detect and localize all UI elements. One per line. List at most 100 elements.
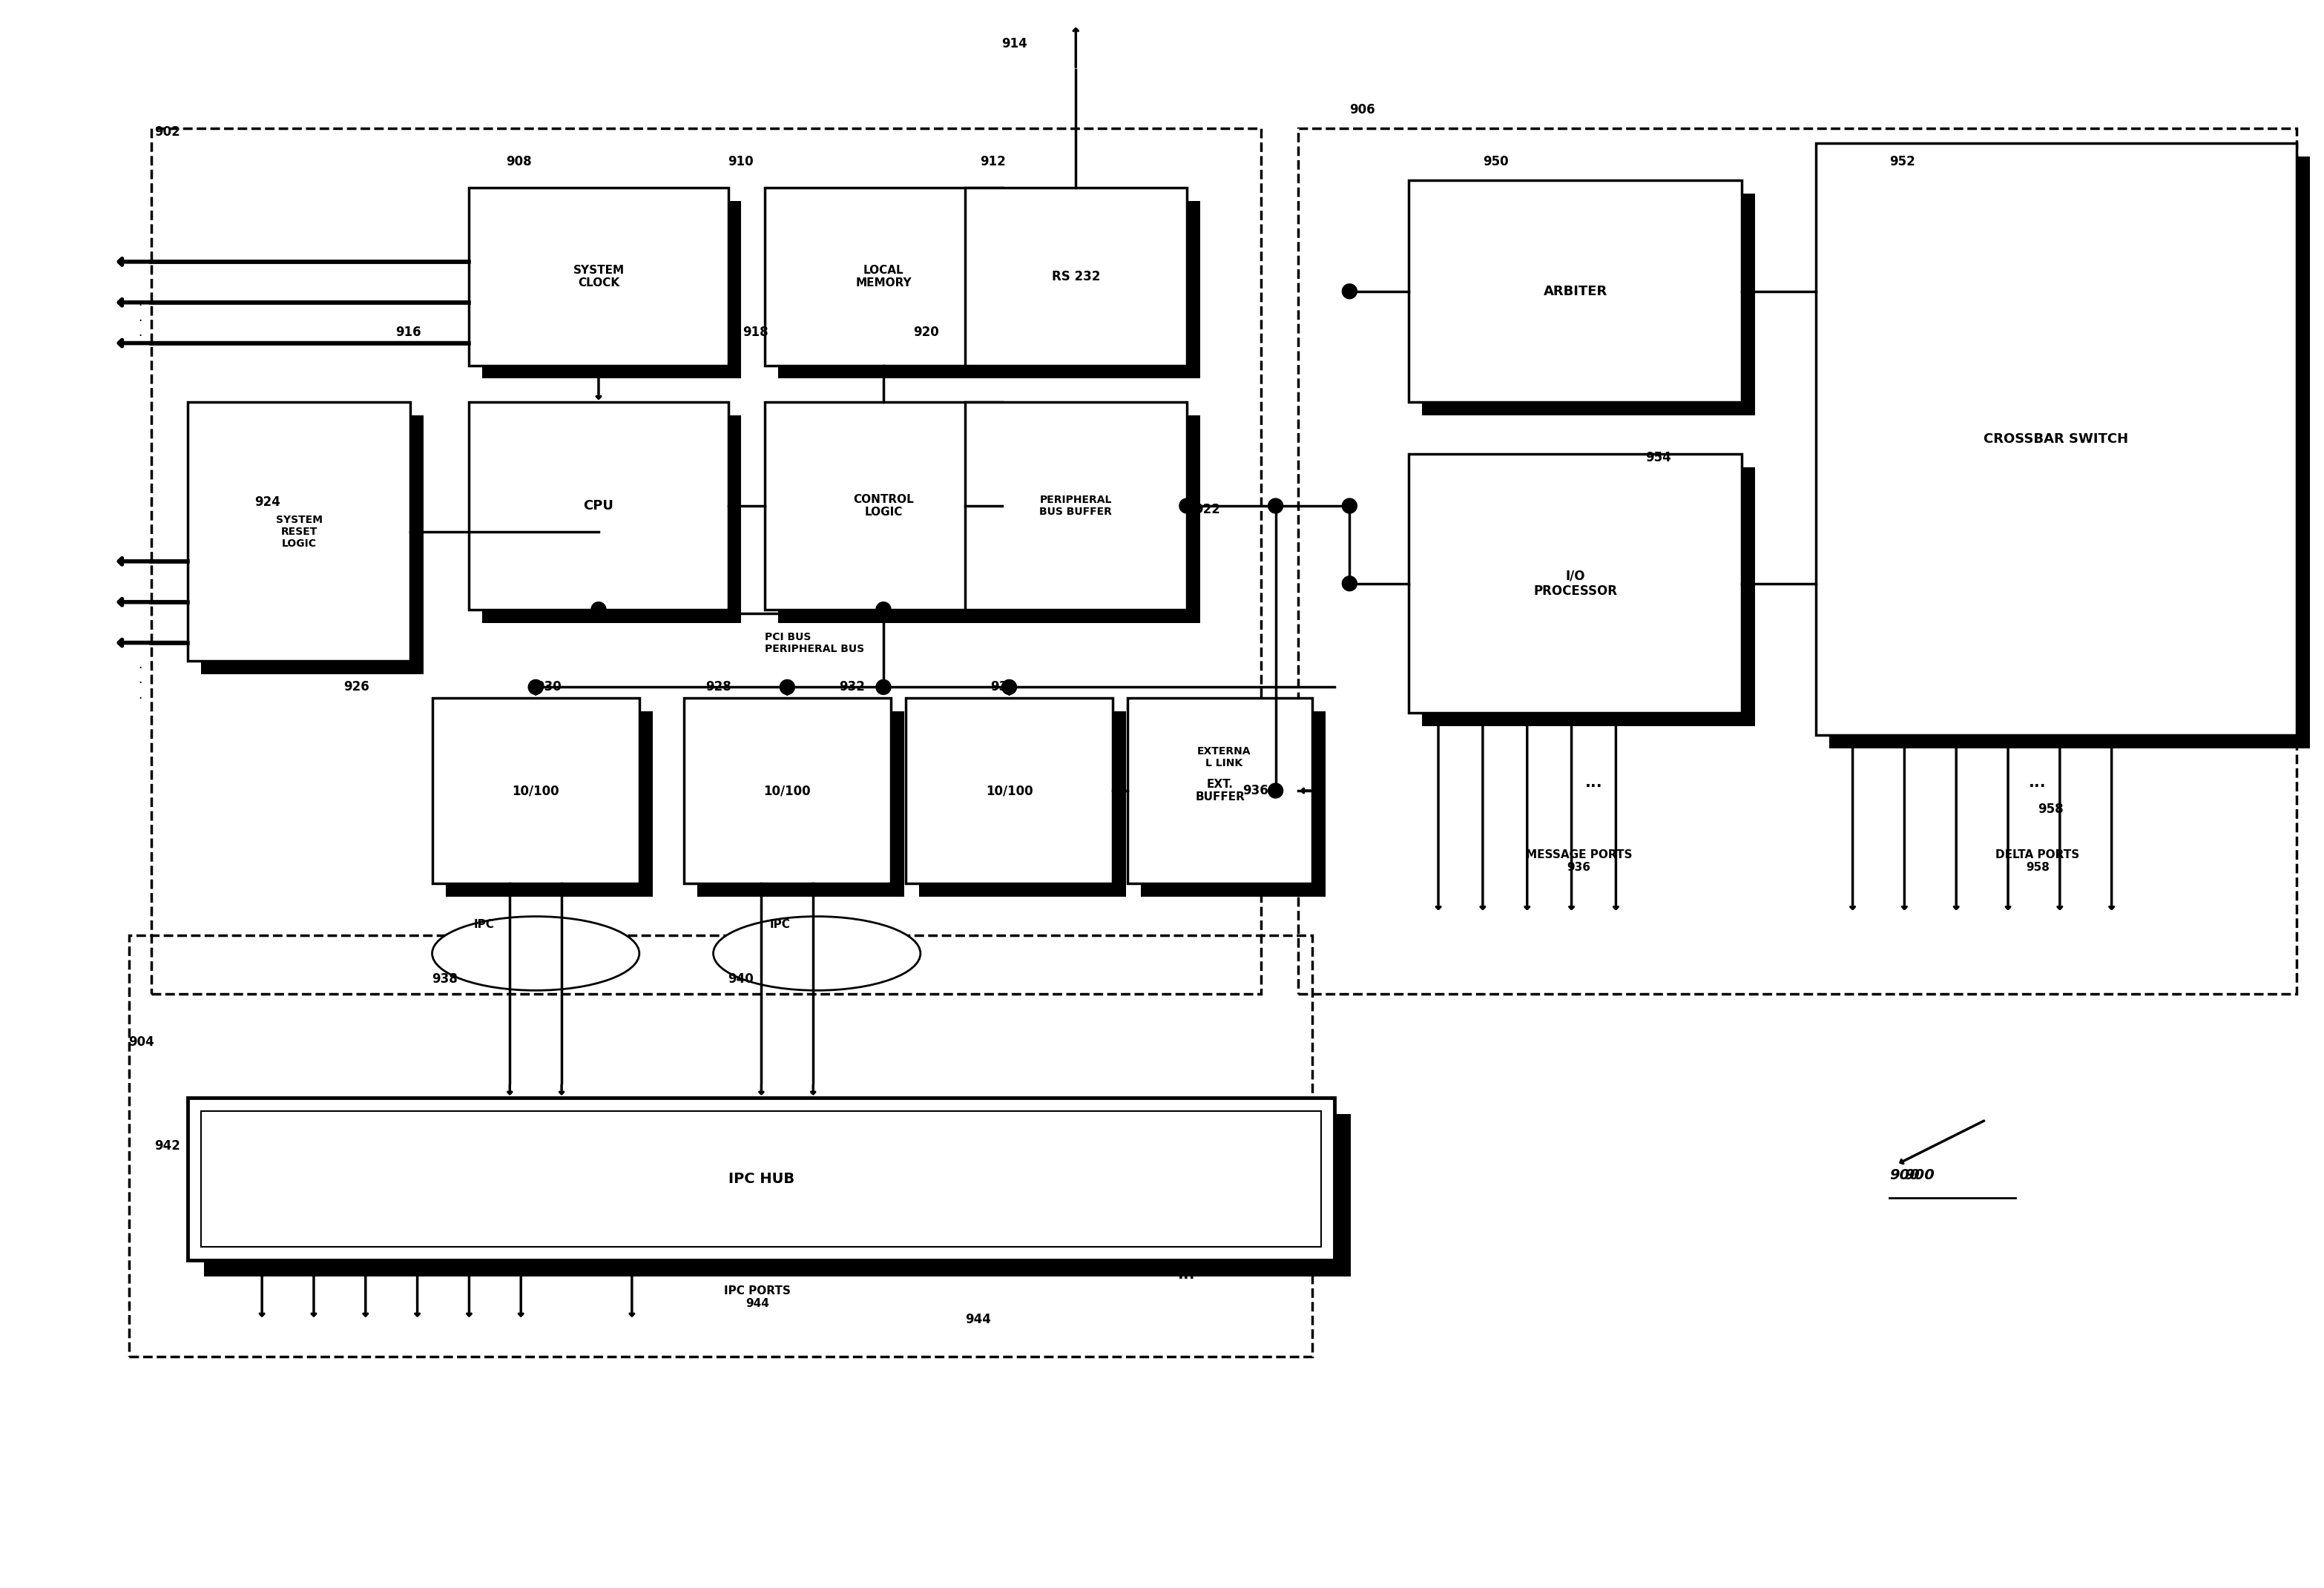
Bar (1422, 194, 1755, 416)
Bar (683, 699, 890, 883)
Text: CONTROL
LOGIC: CONTROL LOGIC (853, 494, 913, 518)
Bar (1408, 181, 1741, 402)
Text: 958: 958 (2038, 802, 2064, 816)
Circle shape (528, 680, 544, 694)
Text: 904: 904 (128, 1035, 156, 1048)
Bar (978, 416, 1199, 622)
Bar (906, 699, 1113, 883)
Text: 936: 936 (1243, 784, 1269, 797)
Bar (978, 202, 1199, 378)
Bar (446, 711, 653, 897)
Circle shape (1343, 284, 1357, 299)
Bar (1297, 129, 2296, 994)
Bar (469, 402, 727, 610)
Circle shape (876, 605, 890, 621)
Bar (202, 416, 423, 675)
Text: 950: 950 (1483, 156, 1508, 168)
Text: SYSTEM
RESET
LOGIC: SYSTEM RESET LOGIC (277, 515, 323, 549)
Text: 924: 924 (256, 495, 281, 508)
Text: 938: 938 (432, 972, 458, 986)
Bar (697, 711, 904, 897)
Circle shape (1178, 499, 1195, 513)
Text: EXT.
BUFFER: EXT. BUFFER (1195, 778, 1246, 802)
Text: ...: ... (2029, 775, 2047, 789)
Text: ·
·
·: · · · (137, 661, 142, 705)
Bar (779, 416, 1016, 622)
Bar (964, 402, 1188, 610)
Text: RS 232: RS 232 (1050, 270, 1099, 283)
Text: LOCAL
MEMORY: LOCAL MEMORY (855, 265, 911, 289)
Text: 928: 928 (706, 680, 732, 694)
Text: 918: 918 (744, 326, 769, 338)
Text: 902: 902 (156, 125, 181, 138)
Bar (483, 202, 741, 378)
Text: 954: 954 (1645, 451, 1671, 464)
Bar (151, 129, 1262, 994)
Bar (1815, 143, 2296, 735)
Bar (1422, 467, 1755, 726)
Text: PERIPHERAL
BUS BUFFER: PERIPHERAL BUS BUFFER (1039, 494, 1113, 518)
Text: 926: 926 (344, 680, 370, 694)
Bar (779, 202, 1016, 378)
Text: ·
·
·: · · · (137, 299, 142, 343)
Circle shape (781, 680, 795, 694)
Text: 944: 944 (964, 1313, 990, 1326)
Text: 906: 906 (1350, 103, 1376, 118)
Text: 912: 912 (981, 156, 1006, 168)
Text: SYSTEM
CLOCK: SYSTEM CLOCK (574, 265, 625, 289)
Text: IPC: IPC (474, 918, 495, 929)
Circle shape (590, 605, 607, 621)
Text: PCI BUS
PERIPHERAL BUS: PCI BUS PERIPHERAL BUS (765, 632, 865, 654)
Text: 900: 900 (1889, 1167, 1920, 1181)
Text: ...: ... (1585, 775, 1604, 789)
Text: IPC: IPC (769, 918, 790, 929)
Circle shape (1002, 680, 1016, 694)
Bar (469, 187, 727, 365)
Bar (1829, 157, 2310, 748)
Text: ARBITER: ARBITER (1543, 284, 1608, 299)
Bar (964, 187, 1188, 365)
Text: 930: 930 (537, 680, 562, 694)
Text: ...: ... (1178, 1267, 1195, 1282)
Ellipse shape (432, 916, 639, 991)
Bar (188, 402, 409, 661)
Text: 910: 910 (727, 156, 753, 168)
Bar (432, 699, 639, 883)
Text: 942: 942 (156, 1139, 181, 1153)
Bar (205, 1113, 1350, 1277)
Bar (1127, 699, 1313, 883)
Circle shape (1269, 783, 1283, 799)
Text: 952: 952 (1889, 156, 1915, 168)
Ellipse shape (713, 916, 920, 991)
Text: 934: 934 (990, 680, 1016, 694)
Bar (202, 1112, 1322, 1247)
Bar (765, 187, 1002, 365)
Text: 916: 916 (395, 326, 421, 338)
Text: CROSSBAR SWITCH: CROSSBAR SWITCH (1985, 432, 2129, 446)
Bar (188, 1097, 1334, 1261)
Text: EXTERNA
L LINK: EXTERNA L LINK (1197, 746, 1250, 769)
Bar (918, 711, 1127, 897)
Text: 932: 932 (839, 680, 865, 694)
Bar (1141, 711, 1327, 897)
Bar (128, 935, 1313, 1356)
Circle shape (590, 602, 607, 616)
Text: IPC PORTS
944: IPC PORTS 944 (725, 1285, 790, 1310)
Bar (765, 402, 1002, 610)
Text: 908: 908 (507, 156, 532, 168)
Circle shape (1269, 499, 1283, 513)
Text: 920: 920 (913, 326, 939, 338)
Circle shape (1343, 576, 1357, 591)
Text: DELTA PORTS
958: DELTA PORTS 958 (1996, 850, 2080, 873)
Text: 940: 940 (727, 972, 753, 986)
Text: 10/100: 10/100 (985, 784, 1032, 797)
Circle shape (876, 680, 890, 694)
Bar (483, 416, 741, 622)
Text: IPC HUB: IPC HUB (727, 1172, 795, 1186)
Text: 900: 900 (1903, 1167, 1936, 1181)
Circle shape (1343, 499, 1357, 513)
Text: 914: 914 (1002, 37, 1027, 51)
Text: 10/100: 10/100 (511, 784, 560, 797)
Bar (1408, 454, 1741, 713)
Text: I/O
PROCESSOR: I/O PROCESSOR (1534, 569, 1618, 599)
